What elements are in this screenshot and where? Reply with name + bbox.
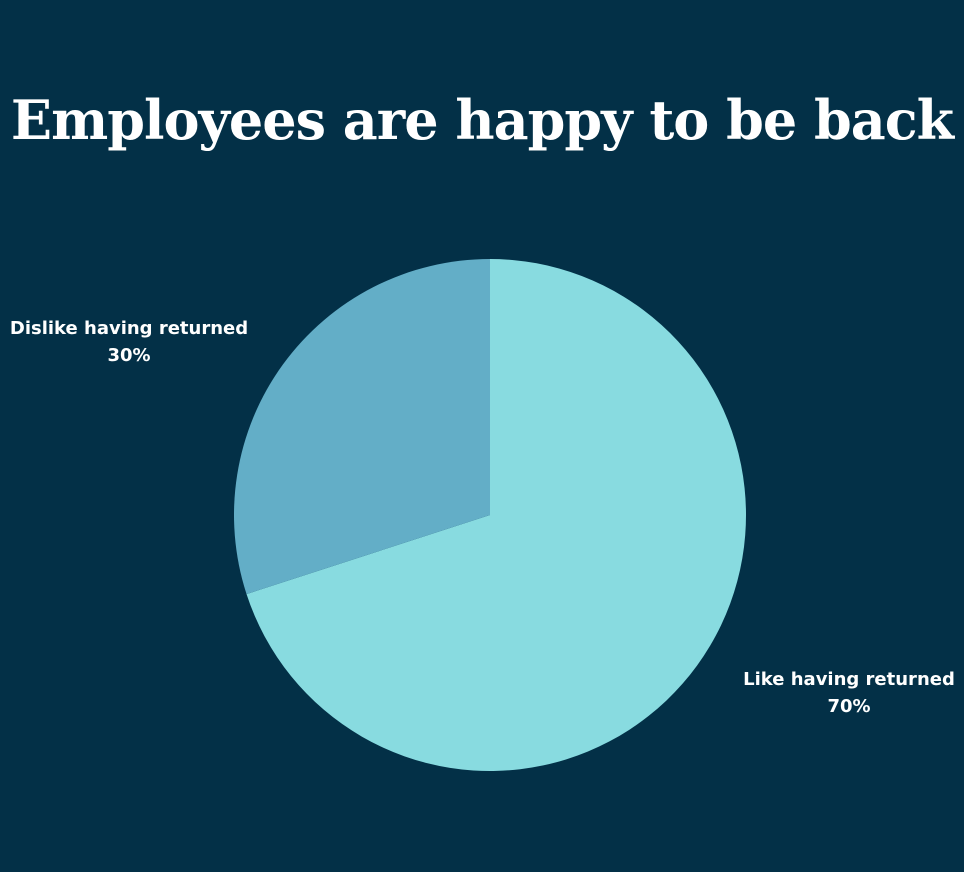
slice-label-1: Dislike having returned [10,318,248,339]
pie-slices [233,259,746,771]
slice-label-0: Like having returned [743,669,955,690]
pie-slice-1 [233,259,491,595]
chart-title: Employees are happy to be back [10,88,954,152]
pie-slice-0 [246,259,746,771]
slice-value-1: 30% [107,345,150,366]
pie-labels: Like having returned 70% Dislike having re… [10,318,955,717]
slice-value-0: 70% [827,696,870,717]
